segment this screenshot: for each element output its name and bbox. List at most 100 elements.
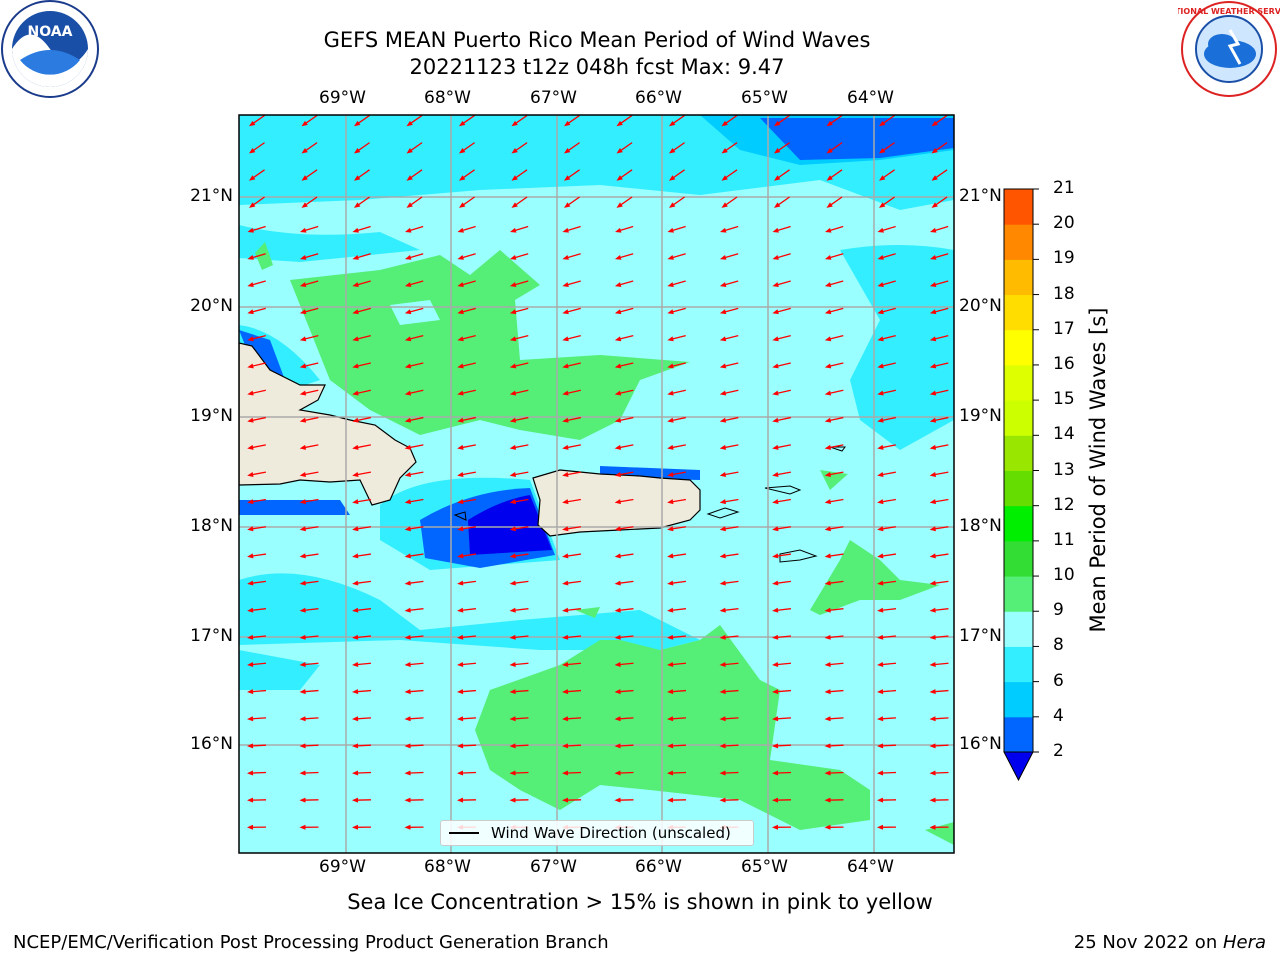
- wind-wave-arrow: [562, 553, 582, 559]
- wind-wave-arrow: [562, 335, 581, 342]
- wind-wave-arrow: [299, 661, 319, 667]
- wind-wave-arrow: [772, 444, 791, 450]
- colorbar-segment: [1004, 576, 1033, 612]
- field-nw-2-4: [239, 330, 285, 380]
- wind-wave-arrow: [826, 196, 843, 208]
- wind-wave-arrow: [458, 169, 475, 181]
- wind-wave-arrow: [772, 716, 792, 722]
- wind-wave-arrow: [877, 335, 896, 342]
- wind-wave-arrow: [614, 526, 634, 532]
- hispaniola-land: [239, 342, 417, 506]
- wind-wave-arrow: [247, 280, 266, 287]
- lon-tick-label: 69°W: [319, 88, 366, 108]
- wind-wave-arrow: [721, 169, 738, 181]
- wind-wave-arrow: [509, 471, 529, 477]
- wind-wave-arrow: [509, 389, 529, 396]
- wind-wave-arrow: [614, 770, 634, 776]
- wind-wave-arrow: [404, 526, 424, 532]
- wind-wave-arrow: [824, 526, 844, 532]
- wind-wave-arrow: [563, 115, 580, 127]
- wind-wave-arrow: [457, 389, 476, 396]
- colorbar-tick-label: 21: [1053, 178, 1075, 198]
- wind-wave-arrow: [404, 416, 424, 423]
- wind-wave-arrow: [877, 661, 897, 667]
- wind-wave-arrow: [457, 362, 476, 369]
- colorbar-tick-label: 8: [1053, 635, 1064, 656]
- wind-wave-arrow: [247, 607, 267, 613]
- wind-wave-arrow: [247, 444, 266, 450]
- wind-wave-arrow: [931, 142, 948, 154]
- wind-wave-arrow: [929, 444, 949, 450]
- wind-wave-arrow: [667, 335, 686, 342]
- wind-wave-arrow: [352, 362, 371, 369]
- wind-wave-arrow: [719, 225, 739, 233]
- field-sw-hispaniola-2-4: [239, 500, 350, 515]
- wind-wave-arrow: [457, 225, 476, 233]
- colorbar-segment: [1004, 259, 1033, 296]
- wind-wave-arrow: [404, 335, 424, 342]
- wind-wave-arrow: [719, 743, 739, 749]
- wind-wave-arrow: [509, 661, 529, 667]
- wind-wave-arrow: [248, 196, 265, 208]
- wind-wave-arrow: [247, 634, 267, 640]
- wind-wave-arrow: [247, 362, 266, 369]
- colorbar-tick-label: 14: [1053, 424, 1075, 445]
- wind-wave-arrow: [563, 169, 580, 181]
- lat-tick-label: 16°N: [190, 734, 233, 754]
- wind-wave-arrow: [826, 142, 843, 154]
- lat-tick-label: 20°N: [959, 296, 1002, 316]
- wind-wave-arrow: [667, 553, 687, 559]
- wind-wave-arrow: [404, 498, 424, 505]
- wind-wave-arrow: [877, 444, 896, 450]
- wind-wave-arrow: [299, 770, 319, 776]
- wind-wave-arrow: [404, 661, 424, 667]
- wind-wave-arrow: [248, 142, 265, 154]
- wind-wave-arrow: [563, 142, 580, 154]
- wind-wave-arrow: [457, 444, 476, 450]
- wind-wave-arrow: [509, 416, 529, 423]
- wind-wave-arrow: [878, 142, 895, 154]
- colorbar-tick-label: 19: [1053, 248, 1075, 269]
- wind-wave-arrow: [824, 471, 844, 477]
- wind-wave-arrow: [929, 335, 949, 342]
- field-mona-under-2: [468, 495, 552, 555]
- colorbar-tick-label: 13: [1053, 459, 1075, 480]
- wind-wave-arrow: [562, 797, 582, 803]
- wind-wave-arrow: [614, 716, 634, 722]
- wind-wave-arrow: [824, 362, 844, 369]
- wind-wave-arrow: [352, 253, 371, 260]
- wind-wave-arrow: [878, 115, 895, 127]
- wind-wave-arrow: [562, 280, 581, 287]
- wind-wave-arrow: [248, 115, 265, 127]
- noaa-logo: NOAA: [1, 0, 99, 98]
- wind-wave-arrow: [299, 416, 319, 423]
- wind-wave-arrow: [352, 526, 372, 532]
- wind-wave-arrow: [352, 416, 371, 423]
- wind-wave-arrow: [562, 498, 581, 505]
- wind-wave-arrow: [824, 280, 844, 287]
- field-sw-band: [239, 650, 320, 690]
- wind-wave-arrow: [404, 716, 424, 722]
- wind-wave-arrow: [509, 307, 529, 315]
- lat-tick-label: 18°N: [959, 516, 1002, 536]
- wind-wave-arrow: [772, 634, 792, 640]
- wind-wave-arrow: [877, 416, 896, 423]
- wind-wave-arrow: [931, 196, 948, 208]
- wind-wave-arrow: [719, 307, 739, 315]
- wind-wave-arrow: [562, 580, 582, 586]
- legend-line-swatch: [449, 832, 479, 834]
- wind-wave-arrow: [404, 743, 424, 749]
- wind-wave-arrow: [404, 607, 424, 613]
- wind-wave-arrow: [352, 743, 372, 749]
- colorbar-label: Mean Period of Wind Waves [s]: [1086, 307, 1110, 633]
- wind-wave-arrow: [929, 689, 949, 695]
- wind-wave-arrow: [299, 280, 319, 287]
- wind-wave-arrow: [668, 169, 685, 181]
- wind-wave-arrow: [667, 389, 686, 396]
- colorbar-tick-label: 6: [1053, 670, 1064, 691]
- vieques-island: [706, 507, 740, 519]
- wind-wave-arrow: [247, 553, 267, 559]
- wind-wave-arrow: [509, 689, 529, 695]
- wind-wave-arrow: [562, 253, 581, 260]
- wind-wave-arrow: [509, 335, 529, 342]
